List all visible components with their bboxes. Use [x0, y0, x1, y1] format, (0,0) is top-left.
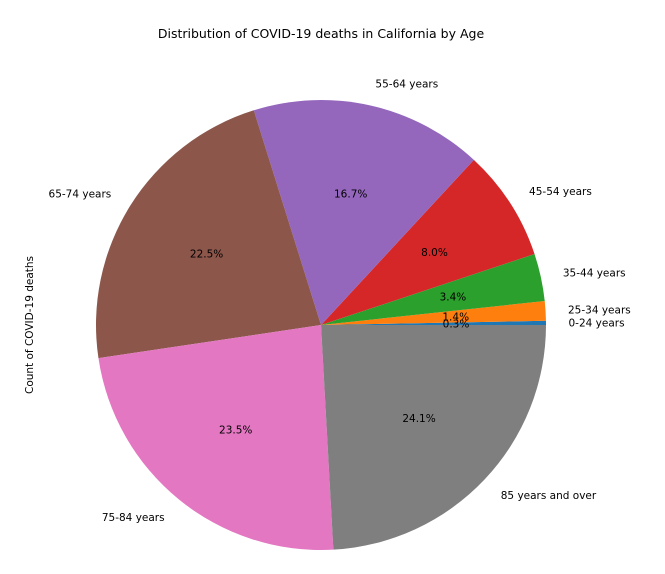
slice-label: 0-24 years: [568, 318, 624, 330]
pie-labels: 0-24 years 0.3% 25-34 years 1.4% 35-44 years…: [49, 79, 631, 524]
slice-label: 25-34 years: [568, 304, 631, 316]
slice-label: 45-54 years: [529, 186, 592, 198]
slice-percent-label: 16.7%: [334, 188, 367, 200]
pie-slice-0-24-years: [321, 320, 546, 325]
pie-slice-75-84-years: [98, 325, 334, 550]
pie-slice-45-54-years: [321, 159, 535, 325]
y-axis-label: Count of COVID-19 deaths: [24, 256, 36, 394]
pie-slice-55-64-years: [253, 100, 474, 326]
slice-percent-label: 23.5%: [219, 425, 252, 437]
pie-slice-65-74-years: [95, 110, 321, 359]
slice-label: 65-74 years: [49, 189, 112, 201]
slice-percent-label: 22.5%: [190, 248, 223, 260]
slice-percent-label: 1.4%: [442, 312, 469, 324]
slice-label: 85 years and over: [501, 490, 597, 502]
chart-title: Distribution of COVID-19 deaths in Calif…: [158, 26, 485, 41]
slice-label: 55-64 years: [375, 79, 438, 91]
slice-label: 75-84 years: [102, 512, 165, 524]
slice-percent-label: 0.3%: [443, 319, 470, 331]
slice-percent-label: 24.1%: [402, 413, 435, 425]
pie-slices: [95, 100, 546, 550]
slice-percent-label: 3.4%: [440, 291, 467, 303]
slice-label: 35-44 years: [563, 267, 626, 279]
slice-percent-label: 8.0%: [421, 247, 448, 259]
pie-slice-25-34-years: [321, 300, 546, 325]
pie-slice-85-years-and-over: [321, 325, 546, 550]
pie-slice-35-44-years: [321, 254, 545, 325]
